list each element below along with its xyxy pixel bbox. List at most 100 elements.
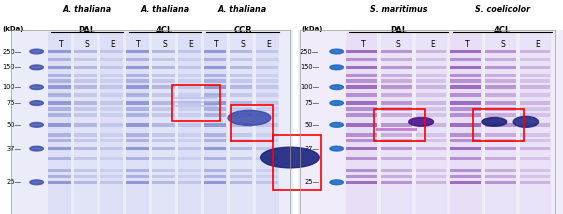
Bar: [256, 113, 278, 117]
Bar: [126, 123, 149, 127]
Bar: [520, 113, 551, 117]
Bar: [126, 101, 149, 105]
Bar: [450, 113, 481, 117]
Bar: [100, 79, 123, 83]
Bar: [256, 101, 278, 105]
Bar: [230, 169, 252, 172]
Bar: [100, 139, 123, 143]
Bar: [485, 85, 516, 89]
Bar: [415, 133, 446, 137]
Bar: [204, 101, 226, 105]
Bar: [204, 147, 226, 150]
Bar: [126, 169, 149, 172]
Bar: [230, 107, 252, 111]
Bar: [126, 181, 149, 184]
Text: T: T: [361, 40, 366, 49]
Bar: [415, 58, 446, 61]
Bar: [520, 65, 551, 69]
Bar: [485, 50, 516, 53]
Bar: [520, 85, 551, 89]
Text: PAL: PAL: [390, 26, 407, 35]
Bar: [48, 157, 71, 160]
Circle shape: [30, 49, 43, 54]
Bar: [204, 107, 226, 111]
Bar: [520, 50, 551, 53]
Bar: [11, 30, 290, 214]
Bar: [74, 93, 97, 97]
Bar: [173, 105, 217, 107]
Bar: [346, 169, 377, 172]
Bar: [520, 123, 551, 127]
Bar: [415, 50, 446, 53]
Bar: [48, 93, 71, 97]
Bar: [178, 32, 201, 214]
Bar: [256, 175, 278, 178]
Text: 100—: 100—: [2, 84, 21, 90]
Bar: [485, 32, 516, 214]
Text: 25—: 25—: [304, 179, 319, 185]
Text: 150—: 150—: [300, 64, 319, 70]
Bar: [381, 123, 412, 127]
Bar: [256, 32, 279, 214]
Bar: [178, 50, 200, 53]
Bar: [450, 65, 481, 69]
Bar: [450, 181, 481, 184]
Bar: [74, 169, 97, 172]
Bar: [381, 147, 412, 150]
Bar: [74, 147, 97, 150]
Bar: [485, 139, 516, 143]
Text: 4CL: 4CL: [494, 26, 511, 35]
Text: 75—: 75—: [304, 100, 319, 106]
Bar: [381, 169, 412, 172]
Text: E: E: [535, 40, 539, 49]
Bar: [48, 139, 71, 143]
Bar: [520, 133, 551, 137]
Bar: [450, 133, 481, 137]
Circle shape: [330, 49, 343, 54]
Bar: [450, 123, 481, 127]
Bar: [256, 58, 278, 61]
Bar: [450, 101, 481, 105]
Text: E: E: [431, 40, 435, 49]
Text: A. thaliana: A. thaliana: [62, 5, 111, 14]
Bar: [48, 65, 71, 69]
Bar: [520, 169, 551, 172]
Bar: [520, 58, 551, 61]
Text: S: S: [162, 40, 167, 49]
Bar: [100, 113, 123, 117]
Text: T: T: [466, 40, 470, 49]
Bar: [256, 147, 278, 150]
Text: T: T: [215, 40, 219, 49]
Bar: [381, 93, 412, 97]
Bar: [381, 113, 412, 117]
Text: 50—: 50—: [6, 122, 21, 128]
Bar: [178, 123, 200, 127]
Bar: [450, 147, 481, 150]
Bar: [415, 74, 446, 77]
Bar: [381, 133, 412, 137]
Bar: [450, 50, 481, 53]
Text: 4CL: 4CL: [156, 26, 173, 35]
Bar: [48, 181, 71, 184]
Bar: [74, 74, 97, 77]
Bar: [256, 169, 278, 172]
Bar: [126, 79, 149, 83]
Bar: [151, 139, 175, 143]
Bar: [230, 93, 252, 97]
Bar: [415, 113, 446, 117]
Bar: [256, 157, 278, 160]
Circle shape: [30, 180, 43, 185]
Bar: [126, 58, 149, 61]
Bar: [450, 74, 481, 77]
Bar: [381, 79, 412, 83]
Bar: [520, 79, 551, 83]
Bar: [204, 93, 226, 97]
Bar: [256, 181, 278, 184]
Bar: [151, 147, 175, 150]
Bar: [230, 85, 252, 89]
Bar: [256, 74, 278, 77]
Bar: [48, 85, 71, 89]
Bar: [381, 65, 412, 69]
Bar: [126, 133, 149, 137]
Bar: [381, 157, 412, 160]
